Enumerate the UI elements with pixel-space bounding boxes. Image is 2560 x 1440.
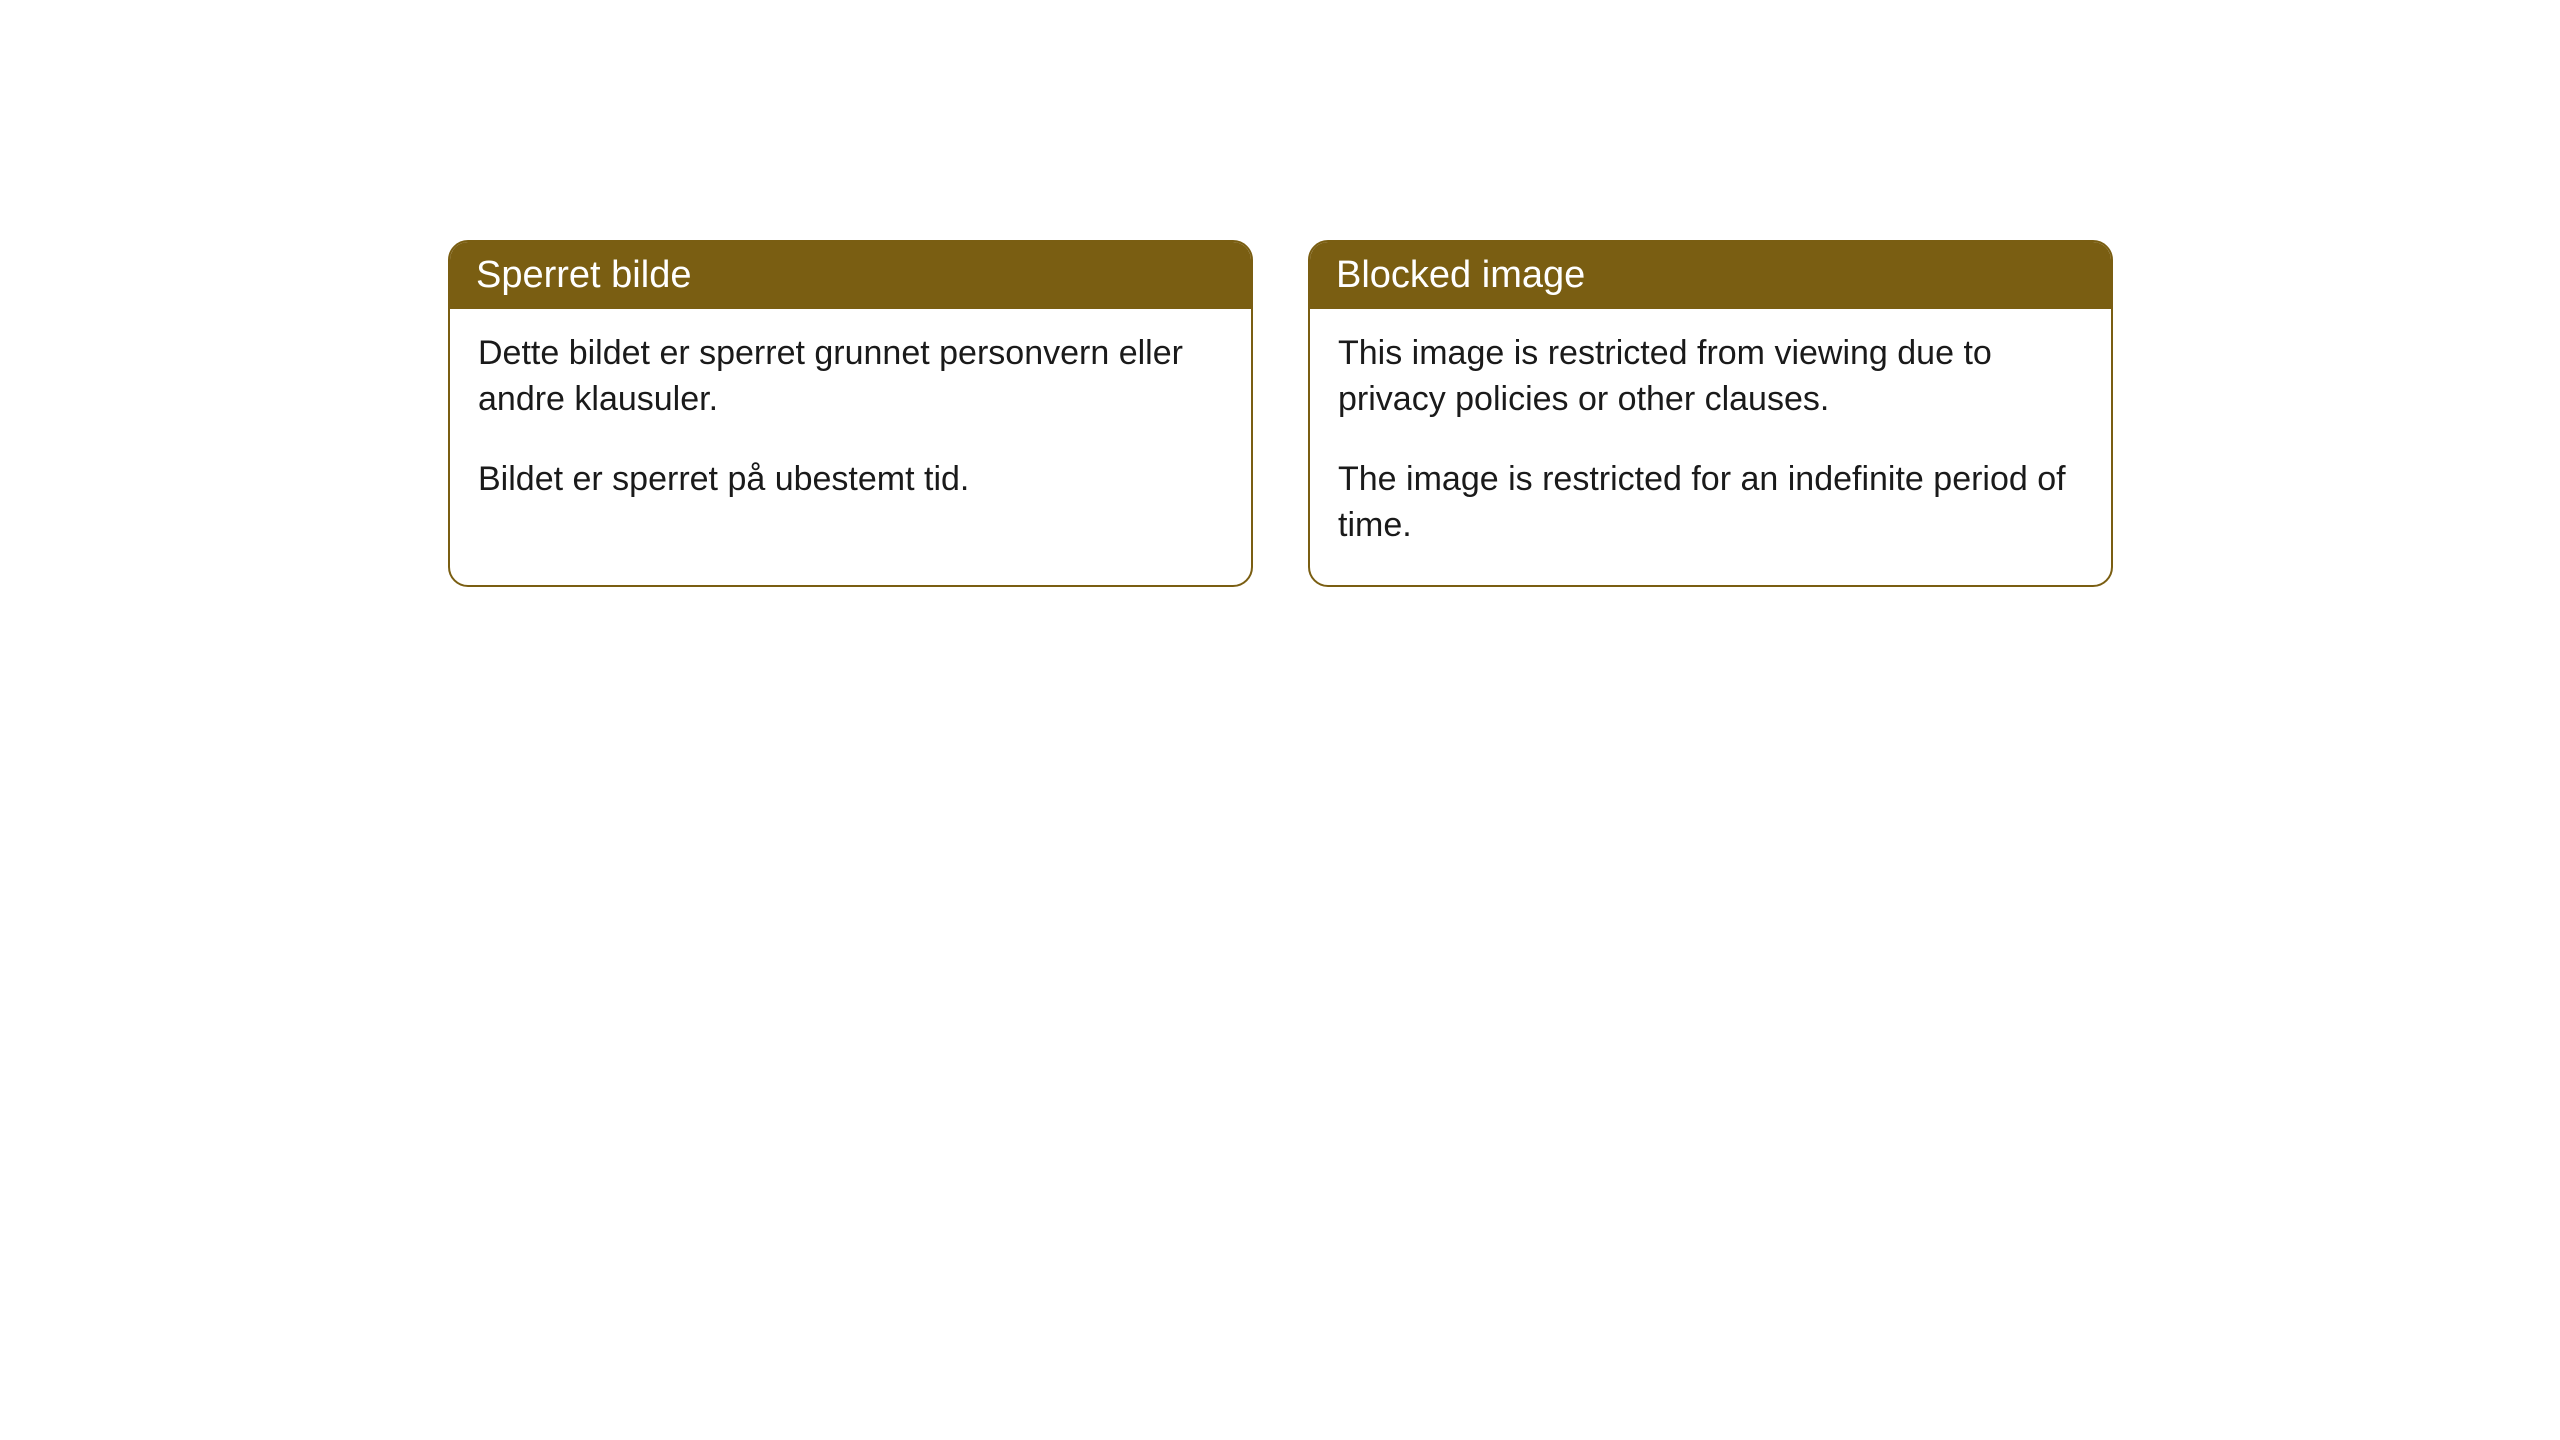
notice-paragraph: This image is restricted from viewing du… bbox=[1338, 331, 2083, 423]
notice-paragraph: Dette bildet er sperret grunnet personve… bbox=[478, 331, 1223, 423]
notice-body-norwegian: Dette bildet er sperret grunnet personve… bbox=[450, 309, 1251, 539]
notice-title: Sperret bilde bbox=[476, 254, 691, 296]
notice-paragraph: Bildet er sperret på ubestemt tid. bbox=[478, 457, 1223, 503]
notice-header-norwegian: Sperret bilde bbox=[450, 242, 1251, 309]
notice-header-english: Blocked image bbox=[1310, 242, 2111, 309]
notice-body-english: This image is restricted from viewing du… bbox=[1310, 309, 2111, 585]
notice-container: Sperret bilde Dette bildet er sperret gr… bbox=[0, 0, 2560, 587]
notice-title: Blocked image bbox=[1336, 254, 1585, 296]
notice-paragraph: The image is restricted for an indefinit… bbox=[1338, 457, 2083, 549]
notice-card-english: Blocked image This image is restricted f… bbox=[1308, 240, 2113, 587]
notice-card-norwegian: Sperret bilde Dette bildet er sperret gr… bbox=[448, 240, 1253, 587]
